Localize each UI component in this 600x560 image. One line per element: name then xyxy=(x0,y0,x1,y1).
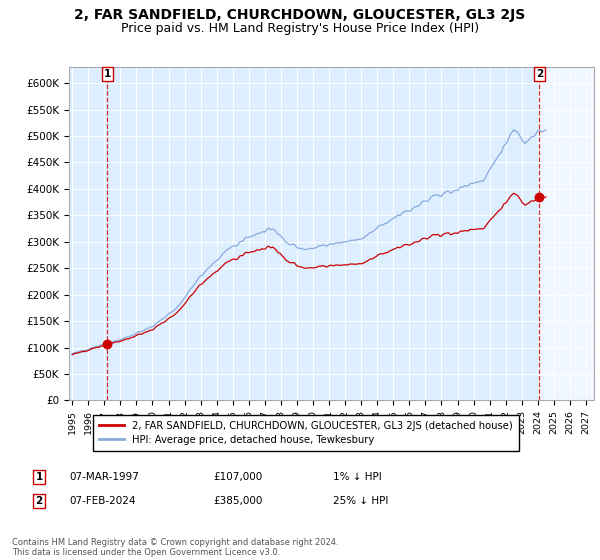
Point xyxy=(103,339,112,348)
Text: 1: 1 xyxy=(104,69,111,79)
Point xyxy=(535,192,544,201)
Text: Contains HM Land Registry data © Crown copyright and database right 2024.
This d: Contains HM Land Registry data © Crown c… xyxy=(12,538,338,557)
Text: 25% ↓ HPI: 25% ↓ HPI xyxy=(333,496,388,506)
Text: £107,000: £107,000 xyxy=(213,472,262,482)
Text: 1% ↓ HPI: 1% ↓ HPI xyxy=(333,472,382,482)
Legend: 2, FAR SANDFIELD, CHURCHDOWN, GLOUCESTER, GL3 2JS (detached house), HPI: Average: 2, FAR SANDFIELD, CHURCHDOWN, GLOUCESTER… xyxy=(93,414,519,451)
Text: 07-MAR-1997: 07-MAR-1997 xyxy=(69,472,139,482)
Text: 2: 2 xyxy=(35,496,43,506)
Text: 2, FAR SANDFIELD, CHURCHDOWN, GLOUCESTER, GL3 2JS: 2, FAR SANDFIELD, CHURCHDOWN, GLOUCESTER… xyxy=(74,8,526,22)
Text: 1: 1 xyxy=(35,472,43,482)
Text: Price paid vs. HM Land Registry's House Price Index (HPI): Price paid vs. HM Land Registry's House … xyxy=(121,22,479,35)
Text: 07-FEB-2024: 07-FEB-2024 xyxy=(69,496,136,506)
Text: £385,000: £385,000 xyxy=(213,496,262,506)
Text: 2: 2 xyxy=(536,69,543,79)
